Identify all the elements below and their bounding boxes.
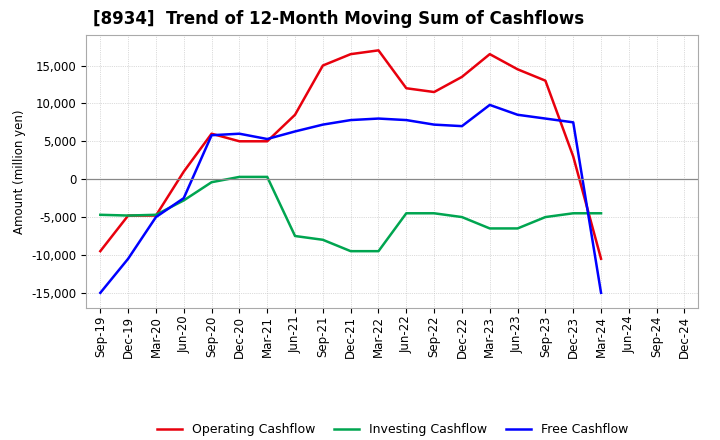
Free Cashflow [485, 102, 494, 107]
Investing Cashflow [485, 226, 494, 231]
Free Cashflow [597, 290, 606, 296]
Operating Cashflow [513, 66, 522, 72]
Free Cashflow [96, 290, 104, 296]
Investing Cashflow [291, 233, 300, 238]
Operating Cashflow [402, 86, 410, 91]
Free Cashflow [207, 132, 216, 138]
Investing Cashflow [235, 174, 243, 180]
Operating Cashflow [318, 63, 327, 68]
Operating Cashflow [458, 74, 467, 80]
Operating Cashflow [430, 89, 438, 95]
Investing Cashflow [402, 211, 410, 216]
Text: [8934]  Trend of 12-Month Moving Sum of Cashflows: [8934] Trend of 12-Month Moving Sum of C… [92, 10, 584, 28]
Line: Operating Cashflow: Operating Cashflow [100, 50, 601, 259]
Free Cashflow [152, 214, 161, 220]
Operating Cashflow [152, 213, 161, 218]
Investing Cashflow [263, 174, 271, 180]
Investing Cashflow [569, 211, 577, 216]
Operating Cashflow [291, 112, 300, 117]
Free Cashflow [513, 112, 522, 117]
Free Cashflow [291, 129, 300, 134]
Free Cashflow [541, 116, 550, 121]
Operating Cashflow [263, 139, 271, 144]
Line: Investing Cashflow: Investing Cashflow [100, 177, 601, 251]
Investing Cashflow [458, 214, 467, 220]
Operating Cashflow [235, 139, 243, 144]
Operating Cashflow [207, 131, 216, 136]
Free Cashflow [430, 122, 438, 127]
Investing Cashflow [430, 211, 438, 216]
Operating Cashflow [124, 213, 132, 218]
Free Cashflow [318, 122, 327, 127]
Operating Cashflow [374, 48, 383, 53]
Operating Cashflow [485, 51, 494, 57]
Free Cashflow [569, 120, 577, 125]
Legend: Operating Cashflow, Investing Cashflow, Free Cashflow: Operating Cashflow, Investing Cashflow, … [152, 418, 633, 440]
Free Cashflow [263, 136, 271, 142]
Investing Cashflow [152, 212, 161, 217]
Investing Cashflow [346, 249, 355, 254]
Free Cashflow [374, 116, 383, 121]
Free Cashflow [402, 117, 410, 123]
Investing Cashflow [124, 213, 132, 218]
Operating Cashflow [597, 256, 606, 261]
Operating Cashflow [179, 169, 188, 174]
Investing Cashflow [207, 180, 216, 185]
Investing Cashflow [513, 226, 522, 231]
Free Cashflow [124, 256, 132, 261]
Line: Free Cashflow: Free Cashflow [100, 105, 601, 293]
Investing Cashflow [541, 214, 550, 220]
Operating Cashflow [541, 78, 550, 83]
Investing Cashflow [96, 212, 104, 217]
Investing Cashflow [597, 211, 606, 216]
Free Cashflow [235, 131, 243, 136]
Operating Cashflow [569, 154, 577, 159]
Investing Cashflow [374, 249, 383, 254]
Free Cashflow [179, 195, 188, 201]
Investing Cashflow [318, 237, 327, 242]
Free Cashflow [458, 124, 467, 129]
Operating Cashflow [346, 51, 355, 57]
Investing Cashflow [179, 198, 188, 203]
Y-axis label: Amount (million yen): Amount (million yen) [13, 110, 26, 234]
Free Cashflow [346, 117, 355, 123]
Operating Cashflow [96, 249, 104, 254]
